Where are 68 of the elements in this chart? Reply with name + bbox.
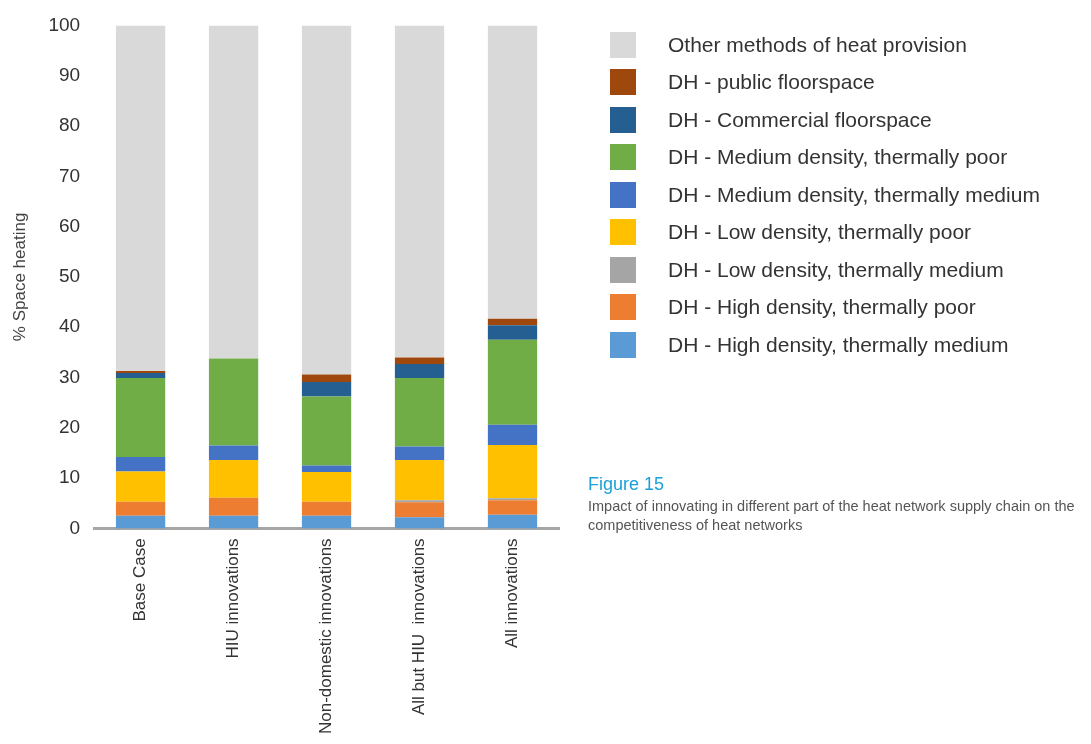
y-tick-label: 30 <box>58 365 81 387</box>
bar <box>301 501 352 516</box>
bar <box>301 396 352 466</box>
x-tick-label: Base Case <box>130 538 150 622</box>
y-tick-label: 80 <box>58 114 81 136</box>
bar <box>394 502 445 518</box>
x-tick-label: Non-domestic innovations <box>316 538 336 735</box>
bar <box>115 25 166 371</box>
bar <box>394 517 445 529</box>
x-tick-label: HIU innovations <box>223 538 243 659</box>
bar <box>208 445 259 460</box>
bar <box>301 382 352 397</box>
legend-label: DH - Low density, thermally poor <box>668 220 972 245</box>
bar <box>301 25 352 375</box>
bar <box>487 318 538 326</box>
bar <box>394 378 445 447</box>
y-tick-label: 70 <box>58 164 81 186</box>
bar <box>208 515 259 529</box>
caption: Figure 15 <box>588 474 666 495</box>
legend-label: DH - Medium density, thermally medium <box>668 182 1040 207</box>
bar <box>487 498 538 501</box>
y-tick-label: 100 <box>48 13 81 35</box>
legend-label: DH - High density, thermally poor <box>668 295 976 320</box>
bar <box>487 500 538 515</box>
bar <box>115 515 166 529</box>
bar <box>301 465 352 473</box>
legend-label: Other methods of heat provision <box>668 32 967 57</box>
legend-label: DH - public floorspace <box>668 70 875 95</box>
bar <box>487 25 538 319</box>
bar <box>487 514 538 529</box>
y-tick-label: 60 <box>58 214 81 236</box>
legend-label: DH - High density, thermally medium <box>668 332 1009 357</box>
bar <box>115 370 166 373</box>
y-tick-label: 90 <box>58 63 81 85</box>
bar <box>394 446 445 460</box>
text: Impact of innovating in different part of the heat network supply chain on the competitiveness of heat networks <box>588 497 1076 535</box>
y-tick-label: 10 <box>58 466 81 488</box>
y-axis-title: % Space heating <box>9 212 29 342</box>
bar <box>115 456 166 472</box>
bar <box>208 358 259 446</box>
bar <box>394 363 445 378</box>
bar <box>301 472 352 502</box>
legend-label: DH - Low density, thermally medium <box>668 257 1004 282</box>
x-tick-label: All innovations <box>502 538 522 649</box>
bar <box>301 374 352 383</box>
bar <box>487 444 538 499</box>
bar <box>115 378 166 457</box>
bar <box>394 500 445 503</box>
bar <box>394 25 445 358</box>
bar <box>394 459 445 501</box>
y-tick-label: 20 <box>58 416 81 438</box>
bar <box>487 424 538 445</box>
bar <box>115 501 166 516</box>
bar <box>301 515 352 529</box>
y-tick-label: 50 <box>58 265 81 287</box>
legend-label: DH - Medium density, thermally poor <box>668 145 1008 170</box>
bar <box>208 497 259 516</box>
bar <box>487 325 538 340</box>
bar <box>208 25 259 359</box>
y-tick-label: 0 <box>69 516 81 538</box>
bar <box>394 357 445 364</box>
bar <box>115 471 166 502</box>
legend-label: DH - Commercial floorspace <box>668 107 932 132</box>
bar <box>487 339 538 425</box>
bar <box>115 372 166 378</box>
bar <box>208 459 259 498</box>
x-tick-label: All but HIU innovations <box>409 538 429 716</box>
y-tick-label: 40 <box>58 315 81 337</box>
